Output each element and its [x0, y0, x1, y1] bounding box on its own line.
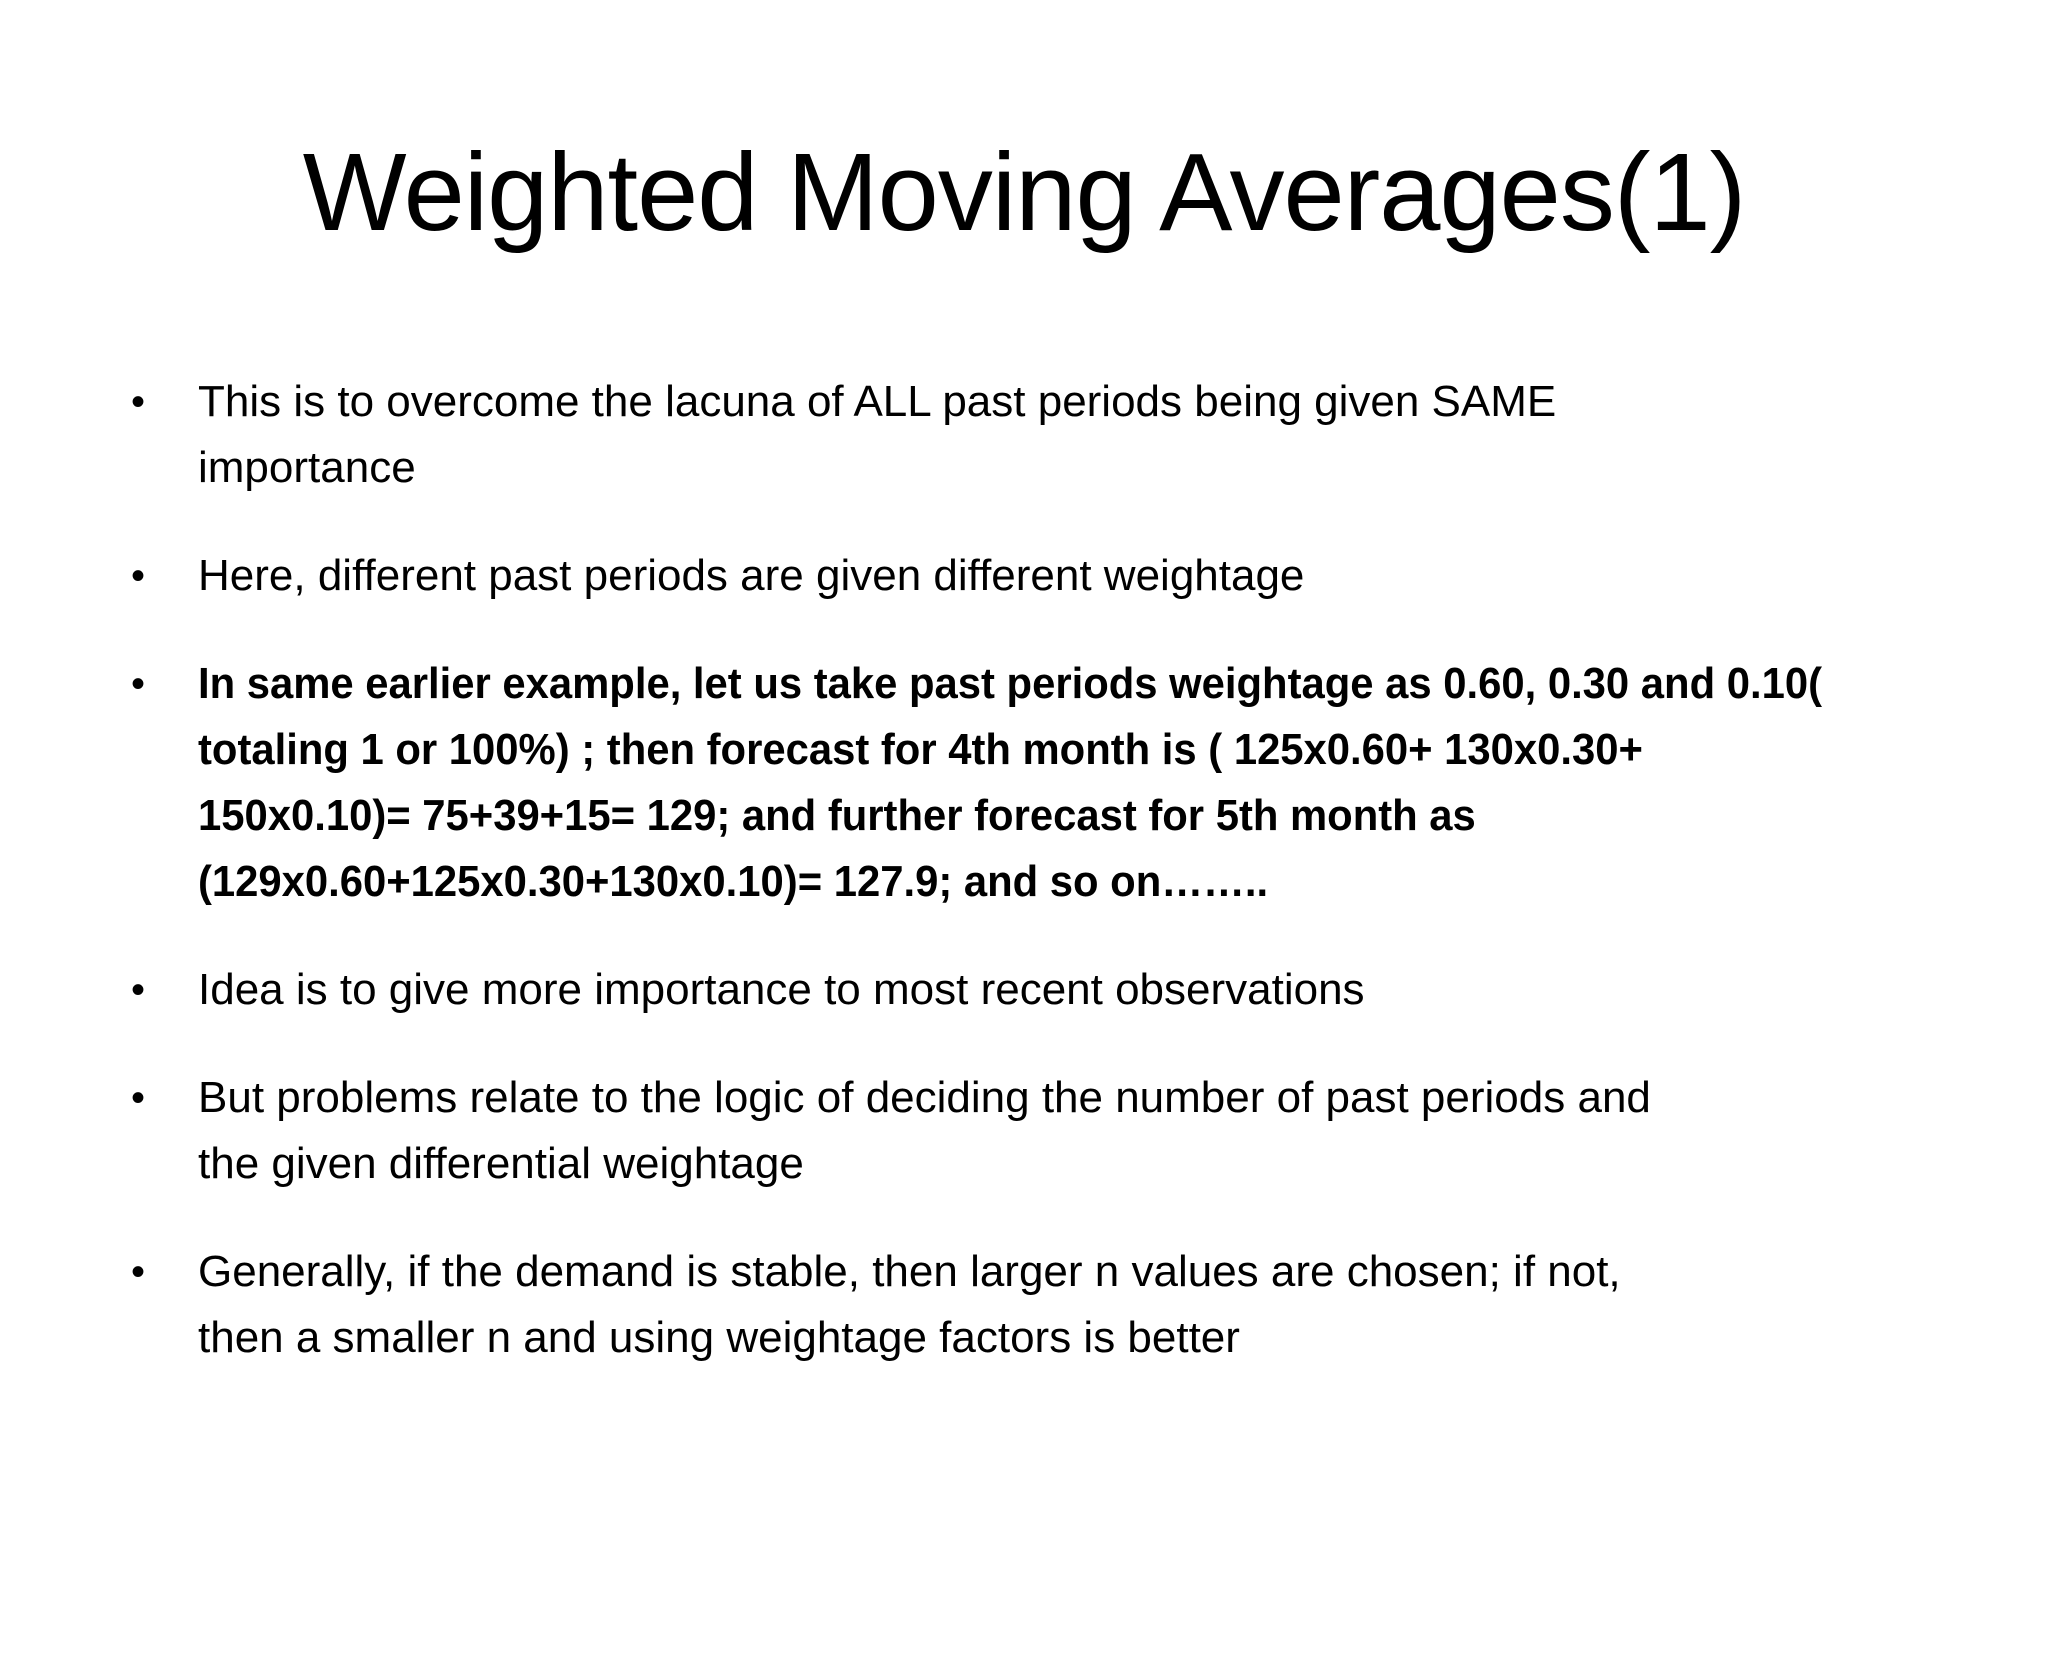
bullet-item: • But problems relate to the logic of de… — [131, 1065, 1988, 1197]
bullet-text: Here, different past periods are given d… — [198, 543, 1988, 609]
presentation-slide: Weighted Moving Averages(1) • This is to… — [0, 124, 2048, 1660]
bullet-list: • This is to overcome the lacuna of ALL … — [131, 369, 1988, 1371]
bullet-text: But problems relate to the logic of deci… — [198, 1065, 1988, 1197]
bullet-text: Idea is to give more importance to most … — [198, 957, 1988, 1023]
bullet-text-line: then a smaller n and using weightage fac… — [198, 1312, 1240, 1362]
bullet-item: • Idea is to give more importance to mos… — [131, 957, 1988, 1023]
bullet-icon: • — [131, 1249, 146, 1294]
bullet-text-line: This is to overcome the lacuna of ALL pa… — [198, 376, 1557, 426]
bullet-icon: • — [131, 1075, 146, 1120]
bullet-icon: • — [131, 379, 146, 424]
bullet-icon: • — [131, 967, 146, 1012]
bullet-text-line: In same earlier example, let us take pas… — [198, 658, 1822, 708]
bullet-text-line: Idea is to give more importance to most … — [198, 964, 1365, 1014]
bullet-item: • Generally, if the demand is stable, th… — [131, 1239, 1988, 1371]
bullet-text-line: 150x0.10)= 75+39+15= 129; and further fo… — [198, 790, 1476, 840]
bullet-text: In same earlier example, let us take pas… — [198, 651, 1988, 915]
bullet-text-line: (129x0.60+125x0.30+130x0.10)= 127.9; and… — [198, 856, 1269, 906]
bullet-text-line: totaling 1 or 100%) ; then forecast for … — [198, 724, 1643, 774]
bullet-text-line: importance — [198, 442, 416, 492]
bullet-text-line: the given differential weightage — [198, 1138, 804, 1188]
bullet-icon: • — [131, 661, 146, 706]
slide-title: Weighted Moving Averages(1) — [302, 131, 1747, 254]
bullet-text: Generally, if the demand is stable, then… — [198, 1239, 1988, 1371]
bullet-text-line: Here, different past periods are given d… — [198, 550, 1305, 600]
bullet-text-line: But problems relate to the logic of deci… — [198, 1072, 1651, 1122]
bullet-icon: • — [131, 553, 146, 598]
bullet-item: • In same earlier example, let us take p… — [131, 651, 1988, 915]
bullet-text-line: Generally, if the demand is stable, then… — [198, 1246, 1621, 1296]
bullet-item: • Here, different past periods are given… — [131, 543, 1988, 609]
bullet-item: • This is to overcome the lacuna of ALL … — [131, 369, 1988, 501]
bullet-text: This is to overcome the lacuna of ALL pa… — [198, 369, 1988, 501]
